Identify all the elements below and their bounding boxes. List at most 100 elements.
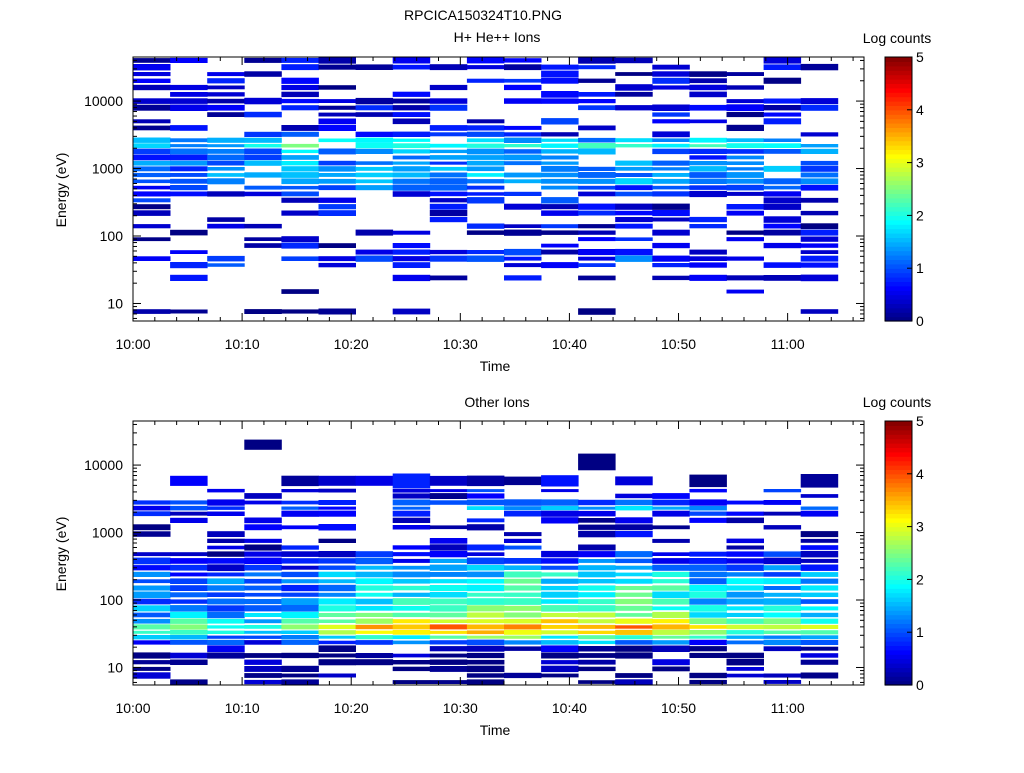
spectrogram-cell <box>318 592 356 597</box>
spectrogram-cell <box>763 197 802 204</box>
colorbar-tick-label: 0 <box>916 313 924 329</box>
spectrogram-cell <box>318 558 356 564</box>
spectrogram-cell <box>615 160 653 166</box>
spectrogram-cell <box>392 262 431 268</box>
colorbar-segment <box>885 671 912 677</box>
spectrogram-cell <box>170 173 208 177</box>
spectrogram-cell <box>207 255 245 262</box>
spectrogram-cell <box>615 191 653 197</box>
spectrogram-cell <box>466 619 505 624</box>
spectrogram-cell <box>318 571 356 578</box>
spectrogram-cell <box>689 78 727 84</box>
spectrogram-cell <box>578 565 616 571</box>
colorbar-segment <box>885 421 912 426</box>
spectrogram-cell <box>355 557 394 565</box>
colorbar-segment <box>885 487 912 492</box>
spectrogram-cell <box>281 84 319 91</box>
spectrogram-cell <box>392 525 431 530</box>
spectrogram-cell <box>466 499 505 506</box>
colorbar-segment <box>885 294 912 300</box>
spectrogram-cell <box>578 510 616 517</box>
spectrogram-cell <box>726 138 764 143</box>
spectrogram-cell <box>392 308 431 315</box>
spectrogram-cell <box>281 506 319 510</box>
colorbar-segment <box>885 259 912 265</box>
spectrogram-cell <box>170 84 208 91</box>
spectrogram-cell <box>689 91 727 98</box>
spectrogram-cell <box>652 493 690 499</box>
spectrogram-cell <box>133 591 171 599</box>
spectrogram-cell <box>392 506 431 510</box>
spectrogram-cell <box>763 598 802 605</box>
spectrogram-cell <box>466 518 505 523</box>
colorbar-segment <box>885 167 912 172</box>
spectrogram-cell <box>726 256 764 261</box>
spectrogram-cell <box>615 505 653 511</box>
spectrogram-cell <box>244 630 282 634</box>
spectrogram-cell <box>244 679 282 685</box>
spectrogram-cell <box>318 598 356 605</box>
colorbar-segment <box>885 632 912 638</box>
spectrogram-cell <box>392 488 431 493</box>
spectrogram-cell <box>652 148 690 155</box>
spectrogram-cell <box>615 223 653 229</box>
colorbar-segment <box>885 676 912 682</box>
spectrogram-cell <box>800 165 839 172</box>
y-tick-label: 1000 <box>92 525 123 541</box>
spectrogram-cell <box>429 475 468 486</box>
spectrogram-cell <box>652 255 690 262</box>
spectrogram-cell <box>466 148 505 155</box>
spectrogram-cell <box>541 578 579 584</box>
spectrogram-cell <box>652 558 690 564</box>
spectrogram-cell <box>429 544 468 551</box>
spectrogram-cell <box>281 611 319 619</box>
spectrogram-cell <box>281 630 319 634</box>
spectrogram-cell <box>652 85 690 90</box>
spectrogram-cell <box>726 517 764 524</box>
spectrogram-cell <box>763 275 802 281</box>
spectrogram-cell <box>763 165 802 172</box>
spectrogram-cell <box>689 630 727 635</box>
spectrogram-cells <box>133 57 839 315</box>
x-tick-label: 10:00 <box>115 336 150 352</box>
spectrogram-cell <box>170 578 208 584</box>
spectrogram-cell <box>726 551 764 557</box>
spectrogram-cell <box>170 154 208 161</box>
spectrogram-cell <box>133 137 171 143</box>
spectrogram-cell <box>652 552 690 556</box>
spectrogram-cell <box>170 618 208 624</box>
spectrogram-cell <box>170 250 208 254</box>
spectrogram-cell <box>355 578 394 585</box>
spectrogram-cell <box>170 599 208 604</box>
spectrogram-cell <box>281 191 319 197</box>
spectrogram-cell <box>800 630 839 635</box>
spectrogram-cell <box>281 210 319 216</box>
spectrogram-cell <box>207 564 245 572</box>
spectrogram-cell <box>726 204 764 210</box>
colorbar-segment <box>885 614 912 620</box>
spectrogram-cell <box>504 672 542 679</box>
spectrogram-cell <box>133 185 171 190</box>
spectrogram-cell <box>763 143 802 148</box>
spectrogram-cell <box>429 198 468 203</box>
spectrogram-cell <box>429 630 468 634</box>
axes: 10:00 10:10 10:20 10:30 10:40 10:50 11:00 10 100… <box>84 421 864 716</box>
spectrogram-cell <box>281 149 319 154</box>
spectrogram-cell <box>800 672 839 679</box>
colorbar-label: Log counts <box>863 394 932 410</box>
spectrogram-cell <box>170 104 208 111</box>
spectrogram-cell <box>133 552 171 557</box>
spectrogram-cell <box>689 161 727 166</box>
spectrogram-cell <box>689 166 727 172</box>
spectrogram-cell <box>244 148 282 155</box>
spectrogram-cell <box>800 160 839 166</box>
spectrogram-cell <box>429 255 468 262</box>
spectrogram-cell <box>207 173 245 177</box>
spectrogram-cell <box>466 578 505 584</box>
spectrogram-cell <box>541 665 579 673</box>
spectrogram-cell <box>170 500 208 505</box>
spectrogram-cell <box>504 132 542 137</box>
spectrogram-cell <box>800 538 839 543</box>
spectrogram-cell <box>133 624 171 630</box>
